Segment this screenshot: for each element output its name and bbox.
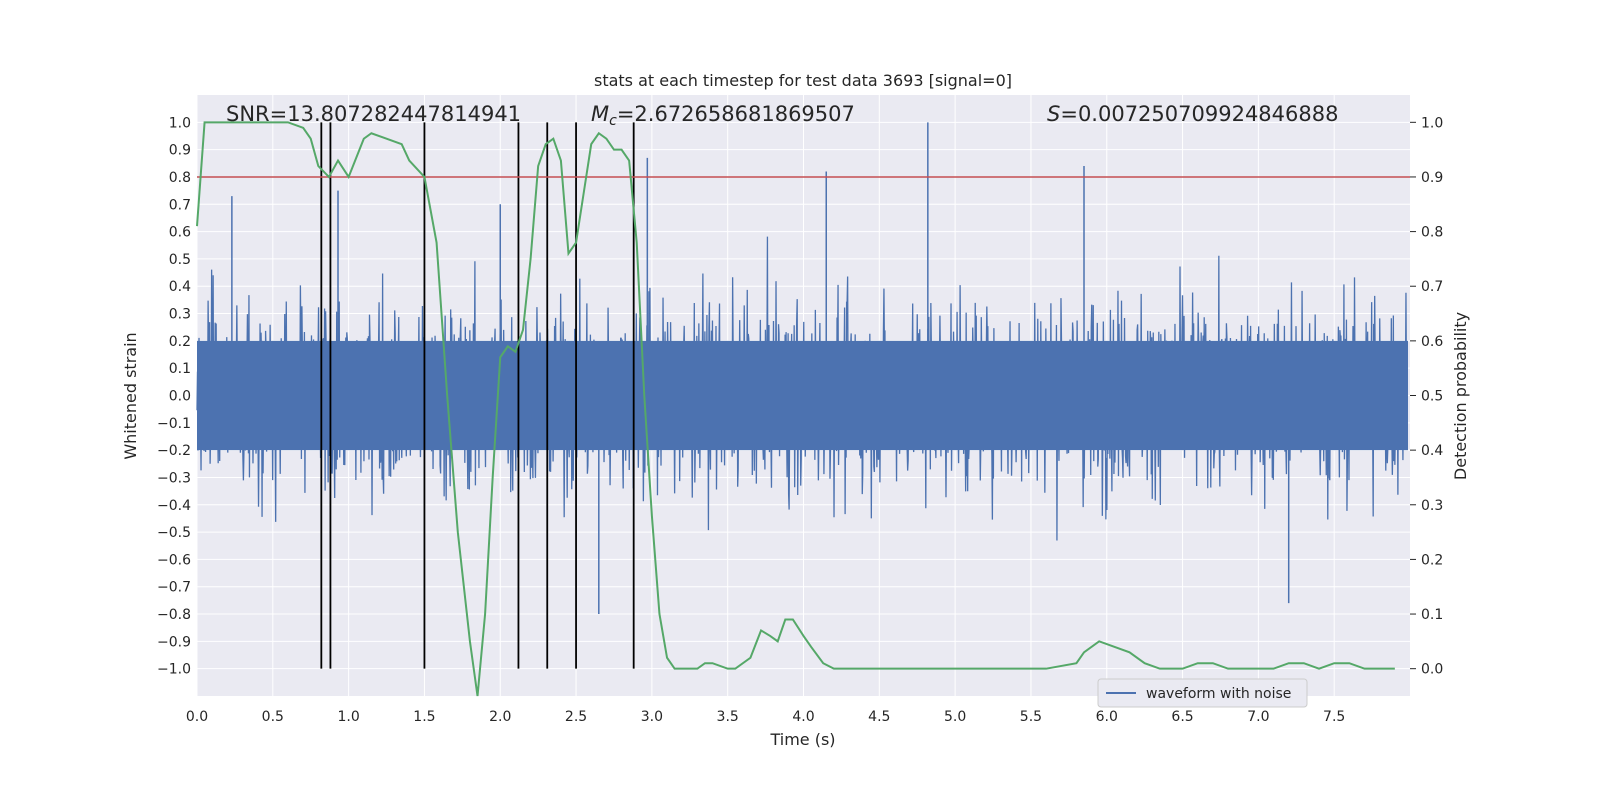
y-tick-label-left: −0.2 (157, 443, 191, 459)
y-tick-label-left: −0.5 (157, 525, 191, 541)
y-tick-label-right: 0.1 (1421, 607, 1443, 623)
mc-value: =2.672658681869507 (617, 102, 855, 126)
y-tick-label-left: 0.6 (169, 225, 191, 241)
waveform-core (197, 340, 1408, 451)
y-tick-label-right: 0.8 (1421, 225, 1443, 241)
y-tick-label-right: 0.3 (1421, 498, 1443, 514)
y-tick-label-right: 0.6 (1421, 334, 1443, 350)
x-axis-label: Time (s) (769, 730, 835, 749)
y-tick-label-left: 0.5 (169, 252, 191, 268)
y-tick-label-left: −0.9 (157, 634, 191, 650)
y-tick-label-left: 1.0 (169, 115, 191, 131)
y-tick-label-left: 0.4 (169, 279, 191, 295)
y-tick-label-right: 0.9 (1421, 170, 1443, 186)
legend: waveform with noise (1097, 678, 1308, 708)
mc-symbol: M (591, 102, 609, 126)
x-tick-label: 7.5 (1323, 709, 1345, 725)
x-tick-label: 3.5 (717, 709, 739, 725)
y-tick-label-right: 0.7 (1421, 279, 1443, 295)
legend-box (1097, 678, 1308, 708)
y-tick-label-left: −0.6 (157, 552, 191, 568)
s-annotation: S=0.007250709924846888 (1047, 102, 1338, 126)
noise-series (196, 122, 1408, 615)
x-tick-label: 0.5 (262, 709, 284, 725)
x-tick-label: 4.0 (792, 709, 814, 725)
y-ticks-left: 1.0 0.9 0.8 0.7 0.6 0.5 0.4 0.3 0.2 0.1 0.0 −0.1 −0.… (157, 115, 191, 677)
x-ticks: 0.0 0.5 1.0 1.5 2.0 2.5 3.0 3.5 4.0 4.5 5.0 5.5 6.0 6… (186, 709, 1345, 725)
mc-annotation: Mc=2.672658681869507 (591, 102, 855, 129)
y-tick-label-left: −1.0 (157, 662, 191, 678)
y-tick-label-right: 0.5 (1421, 389, 1443, 405)
s-symbol: S (1047, 102, 1060, 126)
y-axis-label-left: Whitened strain (121, 332, 140, 459)
x-tick-label: 1.5 (413, 709, 435, 725)
probability-series (196, 121, 1395, 697)
x-tick-label: 3.0 (641, 709, 663, 725)
y-tick-label-right: 1.0 (1421, 115, 1443, 131)
y-ticks-right: 1.0 0.9 0.8 0.7 0.6 0.5 0.4 0.3 0.2 0.1 0.0 (1410, 115, 1443, 678)
y-tick-label-right: 0.4 (1421, 443, 1443, 459)
x-tick-label: 1.0 (337, 709, 359, 725)
y-tick-label-left: −0.8 (157, 607, 191, 623)
y-tick-label-left: 0.9 (169, 143, 191, 159)
x-tick-label: 5.0 (944, 709, 966, 725)
y-tick-label-left: 0.3 (169, 307, 191, 323)
y-axis-label-right: Detection probability (1451, 312, 1470, 480)
s-value: =0.007250709924846888 (1060, 102, 1338, 126)
y-tick-label-left: 0.0 (169, 389, 191, 405)
x-tick-label: 4.5 (868, 709, 890, 725)
legend-label: waveform with noise (1146, 686, 1291, 702)
y-tick-label-left: 0.8 (169, 170, 191, 186)
y-tick-label-left: 0.1 (169, 361, 191, 377)
y-tick-label-right: 0.0 (1421, 662, 1443, 678)
y-tick-label-right: 0.2 (1421, 552, 1443, 568)
mc-subscript: c (609, 113, 617, 129)
x-tick-label: 6.5 (1171, 709, 1193, 725)
snr-annotation: SNR=13.807282447814941 (226, 102, 521, 126)
y-tick-label-left: 0.2 (169, 334, 191, 350)
x-tick-label: 7.0 (1247, 709, 1269, 725)
y-tick-label-left: −0.1 (157, 416, 191, 432)
x-tick-label: 5.5 (1020, 709, 1042, 725)
y-tick-label-left: −0.4 (157, 498, 191, 514)
y-tick-label-left: −0.3 (157, 470, 191, 486)
x-tick-label: 2.0 (489, 709, 511, 725)
y-tick-label-left: 0.7 (169, 197, 191, 213)
x-tick-label: 6.0 (1096, 709, 1118, 725)
x-tick-label: 2.5 (565, 709, 587, 725)
x-tick-label: 0.0 (186, 709, 208, 725)
probability-line (196, 121, 1395, 697)
chart-title: stats at each timestep for test data 369… (594, 71, 1012, 90)
y-tick-label-left: −0.7 (157, 580, 191, 596)
